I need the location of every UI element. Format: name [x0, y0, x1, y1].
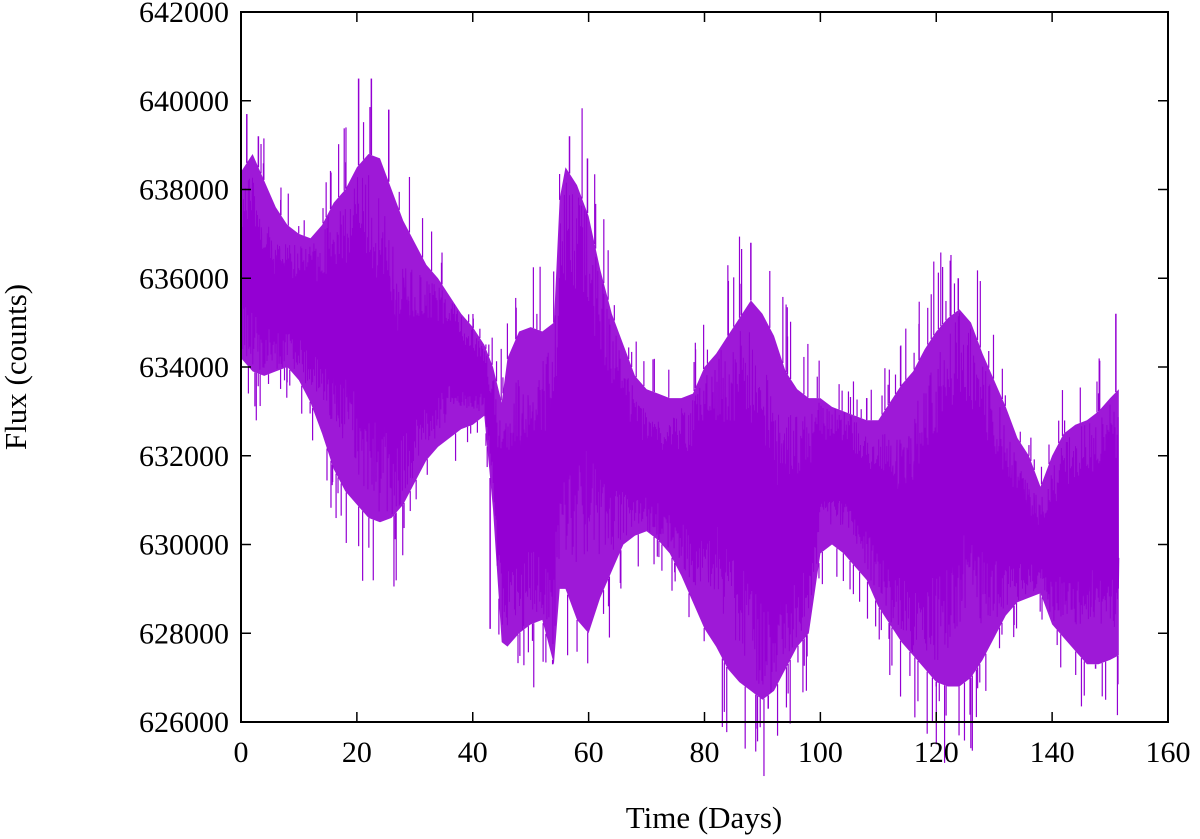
x-tick-label: 160: [1146, 736, 1191, 769]
y-tick-label: 640000: [139, 85, 229, 118]
y-tick-label: 636000: [139, 262, 229, 295]
x-tick-label: 100: [798, 736, 843, 769]
plot-data-layer: [240, 78, 1120, 777]
axis-ticks-layer: 0 20 40 60 80 100 120 140 160 626000 628000 630000 6…: [139, 0, 1191, 769]
x-axis-label: Time (Days): [626, 800, 782, 835]
y-tick-label: 634000: [139, 351, 229, 384]
x-tick-label: 140: [1030, 736, 1075, 769]
flux-series-line: [240, 175, 1120, 693]
x-tick-label: 60: [574, 736, 604, 769]
y-tick-label: 632000: [139, 440, 229, 473]
y-tick-label: 628000: [139, 617, 229, 650]
x-tick-label: 20: [342, 736, 372, 769]
x-tick-label: 80: [690, 736, 720, 769]
y-tick-label: 630000: [139, 529, 229, 562]
y-tick-label: 626000: [139, 706, 229, 739]
x-tick-label: 120: [914, 736, 959, 769]
x-tick-label: 0: [234, 736, 249, 769]
y-tick-label: 642000: [139, 0, 229, 29]
y-axis-label: Flux (counts): [0, 284, 33, 450]
x-tick-label: 40: [458, 736, 488, 769]
y-tick-label: 638000: [139, 174, 229, 207]
